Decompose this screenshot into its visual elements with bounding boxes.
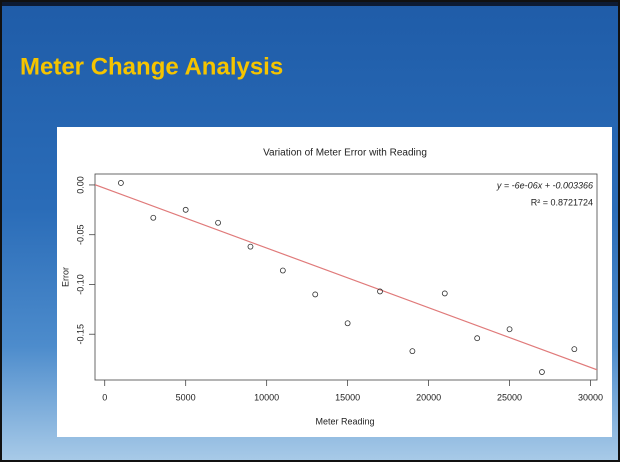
point <box>377 288 383 295</box>
point <box>279 267 286 274</box>
fit-equation: y = -6e-06x + -0.003366 <box>496 180 593 190</box>
slide-title: Meter Change Analysis <box>20 53 283 80</box>
y-tick-label: 0.00 <box>75 176 85 194</box>
point <box>182 206 189 213</box>
point <box>571 346 578 353</box>
chart-panel <box>57 127 612 437</box>
point <box>441 290 448 297</box>
point <box>150 214 157 221</box>
point <box>409 348 416 355</box>
point <box>344 320 351 327</box>
point <box>474 335 481 342</box>
point <box>247 243 254 250</box>
x-tick-label: 10000 <box>254 392 279 402</box>
point <box>215 219 221 226</box>
point <box>118 180 124 186</box>
y-tick-label: -0.15 <box>75 324 85 345</box>
fit-line <box>95 184 597 371</box>
point <box>539 369 545 375</box>
point <box>506 326 513 333</box>
x-tick-label: 25000 <box>497 392 522 402</box>
point <box>312 291 319 298</box>
chart-title: Variation of Meter Error with Reading <box>263 148 427 159</box>
x-tick-label: 20000 <box>416 392 441 402</box>
x-tick-label: 30000 <box>578 392 603 402</box>
x-tick-label: 5000 <box>176 392 196 402</box>
y-tick-label: -0.05 <box>75 224 85 245</box>
x-tick-label: 15000 <box>335 392 360 402</box>
x-tick-label: 0 <box>102 392 107 402</box>
fit-r2: R² = 0.8721724 <box>531 197 593 207</box>
x-axis-label: Meter Reading <box>315 416 374 426</box>
y-axis-label: Error <box>60 267 70 287</box>
y-tick-label: -0.10 <box>75 274 85 295</box>
plot-frame <box>94 173 598 381</box>
